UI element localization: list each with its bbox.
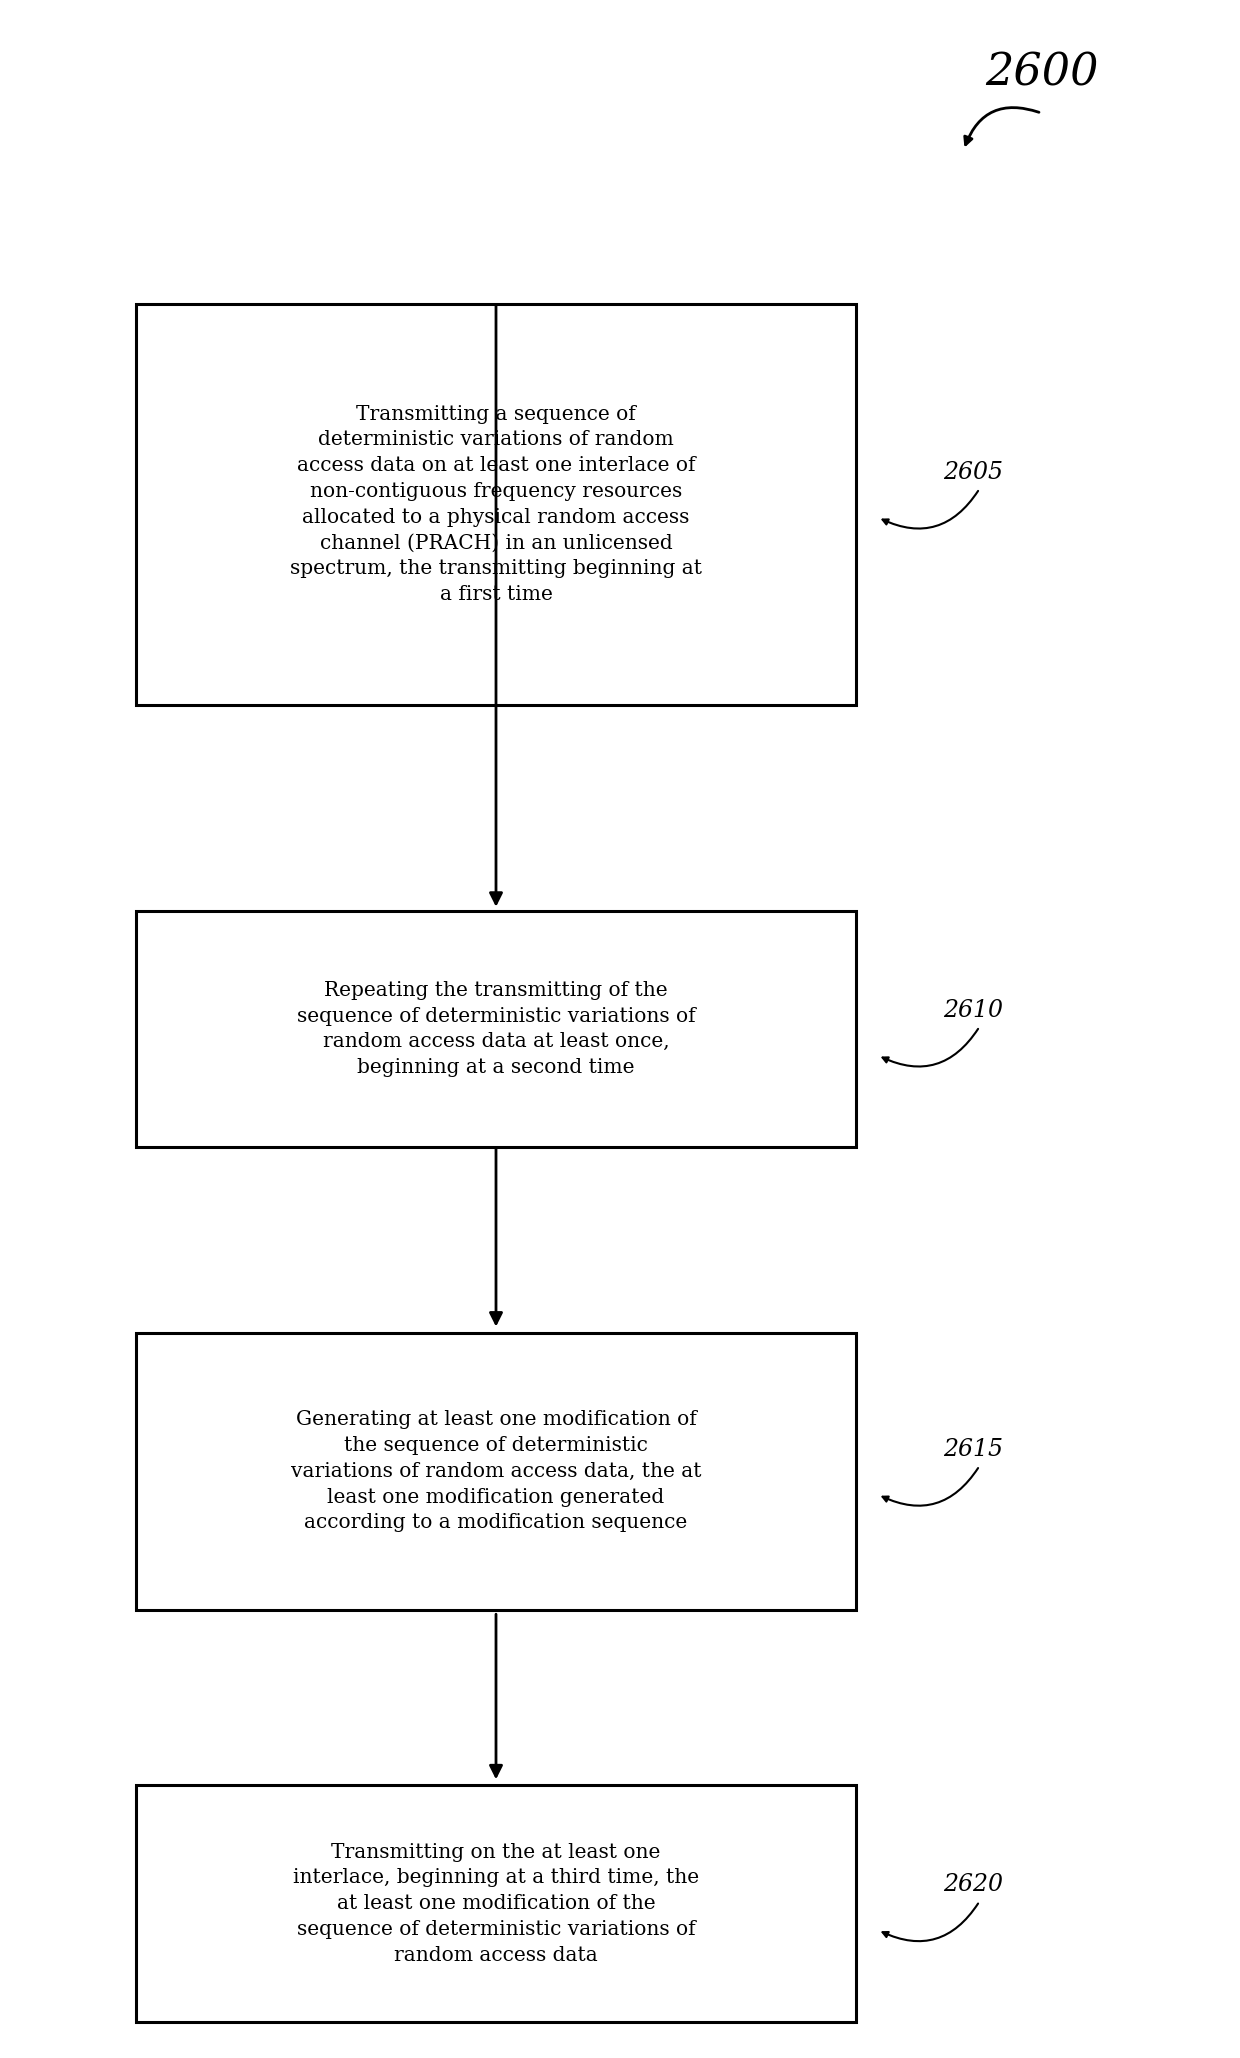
Text: 2610: 2610 bbox=[944, 998, 1003, 1021]
Text: 2600: 2600 bbox=[985, 51, 1099, 95]
Text: 2620: 2620 bbox=[944, 1873, 1003, 1895]
Bar bbox=[136, 303, 856, 704]
Text: 2615: 2615 bbox=[944, 1439, 1003, 1461]
Text: Transmitting a sequence of
deterministic variations of random
access data on at : Transmitting a sequence of deterministic… bbox=[290, 405, 702, 603]
Text: Repeating the transmitting of the
sequence of deterministic variations of
random: Repeating the transmitting of the sequen… bbox=[296, 982, 696, 1076]
Bar bbox=[136, 1334, 856, 1609]
Bar bbox=[136, 910, 856, 1148]
Text: Generating at least one modification of
the sequence of deterministic
variations: Generating at least one modification of … bbox=[290, 1410, 702, 1533]
Bar bbox=[136, 1784, 856, 2021]
Text: Transmitting on the at least one
interlace, beginning at a third time, the
at le: Transmitting on the at least one interla… bbox=[293, 1842, 699, 1965]
Text: 2605: 2605 bbox=[944, 461, 1003, 484]
